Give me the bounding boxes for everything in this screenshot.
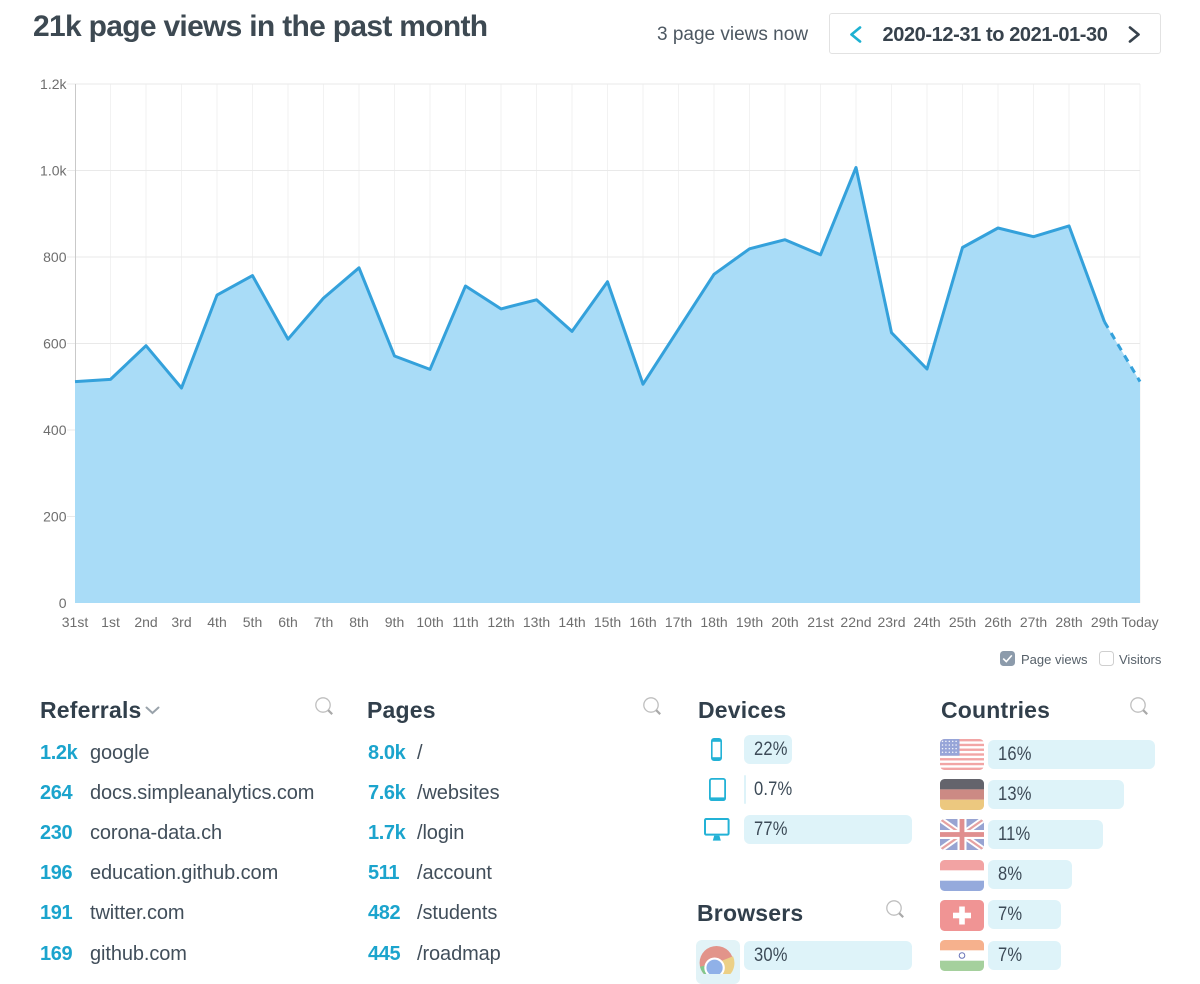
- svg-text:31st: 31st: [62, 614, 89, 630]
- svg-text:5th: 5th: [243, 614, 262, 630]
- svg-text:8th: 8th: [349, 614, 368, 630]
- svg-text:21st: 21st: [807, 614, 834, 630]
- svg-text:24th: 24th: [913, 614, 940, 630]
- svg-text:16th: 16th: [629, 614, 656, 630]
- svg-text:28th: 28th: [1055, 614, 1082, 630]
- svg-text:27th: 27th: [1020, 614, 1047, 630]
- svg-text:10th: 10th: [416, 614, 443, 630]
- svg-text:18th: 18th: [700, 614, 727, 630]
- svg-text:600: 600: [43, 336, 67, 352]
- svg-text:2nd: 2nd: [134, 614, 157, 630]
- svg-text:4th: 4th: [207, 614, 226, 630]
- svg-text:14th: 14th: [558, 614, 585, 630]
- svg-text:1st: 1st: [101, 614, 120, 630]
- svg-text:9th: 9th: [385, 614, 404, 630]
- svg-text:25th: 25th: [949, 614, 976, 630]
- svg-text:26th: 26th: [984, 614, 1011, 630]
- svg-text:15th: 15th: [594, 614, 621, 630]
- svg-text:400: 400: [43, 422, 67, 438]
- svg-text:22nd: 22nd: [840, 614, 871, 630]
- svg-text:Today: Today: [1121, 614, 1158, 630]
- svg-text:6th: 6th: [278, 614, 297, 630]
- svg-text:1.0k: 1.0k: [40, 163, 67, 179]
- svg-text:200: 200: [43, 509, 67, 525]
- svg-text:19th: 19th: [736, 614, 763, 630]
- svg-text:800: 800: [43, 249, 67, 265]
- svg-text:11th: 11th: [452, 614, 478, 630]
- svg-text:7th: 7th: [314, 614, 333, 630]
- svg-text:17th: 17th: [665, 614, 692, 630]
- svg-text:23rd: 23rd: [877, 614, 905, 630]
- svg-text:13th: 13th: [523, 614, 550, 630]
- svg-text:0: 0: [59, 595, 67, 611]
- svg-text:29th: 29th: [1091, 614, 1118, 630]
- svg-text:3rd: 3rd: [171, 614, 191, 630]
- svg-text:1.2k: 1.2k: [40, 76, 67, 92]
- svg-text:12th: 12th: [487, 614, 514, 630]
- svg-text:20th: 20th: [771, 614, 798, 630]
